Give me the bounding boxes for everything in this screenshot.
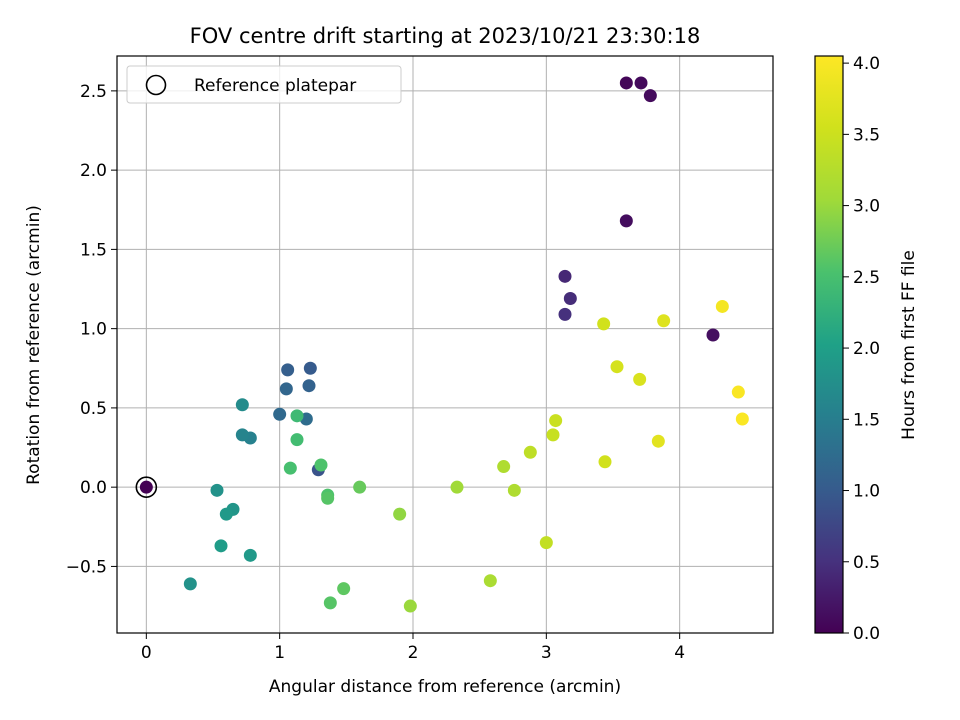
data-point (337, 582, 351, 596)
data-point (558, 307, 572, 321)
data-point (546, 428, 560, 442)
data-point (303, 361, 317, 375)
y-tick-label: 1.0 (80, 320, 107, 340)
y-tick-label: 2.0 (80, 161, 107, 181)
data-point (657, 314, 671, 328)
data-point (290, 409, 304, 423)
legend-marker-reference (145, 74, 167, 96)
data-point (219, 507, 233, 521)
reference-platepar-marker (135, 476, 158, 498)
data-point (610, 360, 624, 374)
colorbar-tick-label: 0.5 (853, 553, 880, 573)
data-point (539, 536, 553, 550)
x-tick-label: 2 (408, 643, 419, 663)
y-tick-label: 0.5 (80, 399, 107, 419)
data-point (279, 382, 293, 396)
data-point (281, 363, 295, 377)
x-tick-label: 0 (141, 643, 152, 663)
data-point (633, 372, 647, 386)
colorbar-tick-label: 3.5 (853, 125, 880, 145)
data-point (283, 461, 297, 475)
legend-box (126, 65, 402, 104)
x-tick-label: 4 (674, 643, 685, 663)
colorbar: 0.0 0.5 1.0 1.5 2.0 2.5 3.0 3.5 4.0 Hours from f… (814, 54, 919, 644)
colorbar-tick-label: 2.0 (853, 339, 880, 359)
colorbar-tick-label: 4.0 (853, 54, 880, 74)
colorbar-ticks: 0.0 0.5 1.0 1.5 2.0 2.5 3.0 3.5 4.0 (843, 54, 880, 644)
legend: Reference platepar (126, 65, 402, 104)
y-axis-ticks: −0.5 0.0 0.5 1.0 1.5 2.0 2.5 (66, 82, 117, 577)
colorbar-label: Hours from first FF file (899, 250, 919, 440)
data-point (393, 507, 407, 521)
colorbar-tick-label: 0.0 (853, 624, 880, 644)
plot-frame (116, 55, 774, 634)
data-point (643, 89, 657, 103)
data-point (497, 460, 511, 474)
legend-entry-reference: Reference platepar (194, 76, 356, 96)
y-tick-label: 0.0 (80, 478, 107, 498)
colorbar-tick-label: 3.0 (853, 197, 880, 217)
x-tick-label: 1 (274, 643, 285, 663)
x-tick-label: 3 (541, 643, 552, 663)
data-point (706, 328, 720, 342)
data-point (323, 596, 337, 610)
data-point (598, 455, 612, 469)
data-point (353, 480, 367, 494)
data-point (210, 483, 224, 497)
data-point (563, 292, 577, 306)
colorbar-tick-label: 1.0 (853, 482, 880, 502)
data-point (139, 480, 153, 494)
data-point (549, 414, 563, 428)
data-point (235, 398, 249, 412)
data-point (290, 433, 304, 447)
data-point (302, 379, 316, 393)
x-axis-label: Angular distance from reference (arcmin) (269, 677, 621, 697)
data-point (735, 412, 749, 426)
data-point (314, 458, 328, 472)
data-point (403, 599, 417, 613)
data-point (715, 299, 729, 313)
data-point (235, 428, 249, 442)
data-point (619, 76, 633, 90)
x-axis-ticks: 0 1 2 3 4 (141, 633, 685, 663)
data-point (597, 317, 611, 331)
data-points (135, 76, 749, 613)
data-point (321, 491, 335, 505)
colorbar-tick-label: 1.5 (853, 410, 880, 430)
y-tick-label: 2.5 (80, 82, 107, 102)
chart-title: FOV centre drift starting at 2023/10/21 … (190, 24, 701, 48)
data-point (183, 577, 197, 591)
data-point (634, 76, 648, 90)
data-point (273, 407, 287, 421)
data-point (450, 480, 464, 494)
y-tick-label: −0.5 (66, 557, 107, 577)
data-point (483, 574, 497, 588)
colorbar-frame (814, 55, 844, 634)
data-point (731, 385, 745, 399)
colorbar-gradient (815, 56, 843, 633)
colorbar-tick-label: 2.5 (853, 268, 880, 288)
y-tick-label: 1.5 (80, 240, 107, 260)
data-point (243, 548, 257, 562)
data-point (651, 434, 665, 448)
data-point (619, 214, 633, 228)
y-axis-label: Rotation from reference (arcmin) (24, 205, 44, 485)
data-point (523, 445, 537, 459)
data-point (507, 483, 521, 497)
data-point (214, 539, 228, 553)
data-point (558, 269, 572, 283)
